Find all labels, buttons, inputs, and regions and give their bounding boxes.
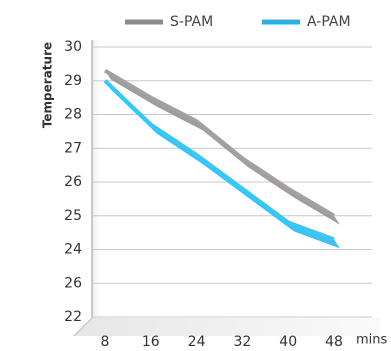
ribbon-shade [105,70,340,225]
y-tick-label: 27 [64,140,82,156]
y-tick-label: 25 [64,208,82,224]
wall [92,40,100,318]
floor [74,318,380,336]
y-tick-label: 29 [64,73,82,89]
x-tick-label: 48 [325,334,343,350]
series-line [103,79,335,242]
floor-edge [73,317,93,337]
legend-label: S-PAM [170,14,213,30]
x-tick-label: 8 [101,334,110,350]
y-tick-label: 24 [64,242,82,258]
x-tick-label: 40 [279,334,297,350]
legend-label: A-PAM [307,14,351,30]
x-tick-label: 32 [233,334,251,350]
x-tick-label: 16 [142,334,160,350]
x-tick-label: 24 [188,334,206,350]
series-line [103,68,336,218]
y-tick-label: 22 [64,309,82,325]
y-tick-label: 26 [64,174,82,190]
x-axis-title: mins [356,333,388,348]
y-tick-label: 26 [64,275,82,291]
y-axis-title: Temperature [41,42,55,128]
ribbon-shade [105,80,340,249]
y-tick-label: 30 [64,39,82,55]
y-tick-label: 28 [64,107,82,123]
